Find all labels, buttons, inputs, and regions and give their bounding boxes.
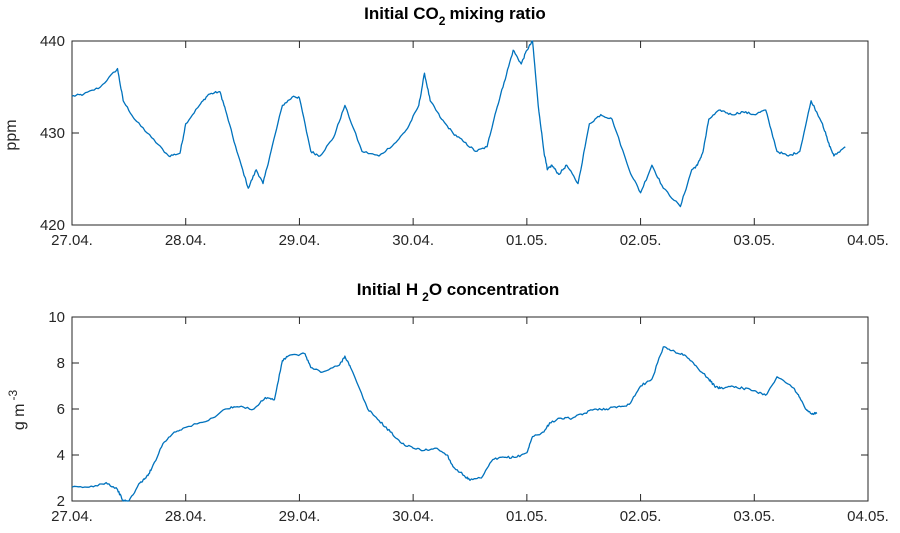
h2o-title-main: Initial H bbox=[357, 280, 418, 299]
h2o-x-tick-label: 28.04. bbox=[165, 508, 207, 525]
co2-x-tick-label: 04.05. bbox=[847, 232, 889, 249]
co2-y-tick-label: 420 bbox=[40, 217, 65, 234]
co2-title-main: Initial CO bbox=[364, 4, 439, 23]
co2-x-tick-label: 27.04. bbox=[51, 232, 93, 249]
co2-axes-box bbox=[71, 40, 869, 226]
h2o-panel-title: Initial H 2O concentration bbox=[357, 280, 559, 304]
co2-ylabel: ppm bbox=[3, 119, 20, 150]
co2-y-ticks: 420 430 440 bbox=[40, 33, 868, 234]
h2o-y-tick-label: 6 bbox=[57, 401, 65, 418]
h2o-x-ticks: 27.04. 28.04. 29.04. 30.04. 01.05. 02.05. 03.0… bbox=[51, 317, 889, 525]
h2o-x-tick-label: 30.04. bbox=[392, 508, 434, 525]
co2-series-line bbox=[71, 40, 846, 208]
co2-x-tick-label: 28.04. bbox=[165, 232, 207, 249]
co2-x-tick-label: 02.05. bbox=[620, 232, 662, 249]
h2o-x-tick-label: 29.04. bbox=[279, 508, 321, 525]
co2-panel: Initial CO2 mixing ratio ppm 27.04. 28.04.… bbox=[3, 4, 889, 249]
co2-panel-title: Initial CO2 mixing ratio bbox=[364, 4, 546, 28]
h2o-x-tick-label: 02.05. bbox=[620, 508, 662, 525]
h2o-x-tick-label: 01.05. bbox=[506, 508, 548, 525]
co2-x-tick-label: 29.04. bbox=[279, 232, 321, 249]
co2-x-tick-label: 30.04. bbox=[392, 232, 434, 249]
h2o-ylabel-exponent: -3 bbox=[6, 390, 20, 401]
h2o-ylabel-main: g m bbox=[11, 404, 28, 431]
h2o-y-tick-label: 8 bbox=[57, 355, 65, 372]
h2o-title-end: O concentration bbox=[429, 280, 559, 299]
h2o-series-line bbox=[71, 346, 818, 502]
h2o-title-subscript: 2 bbox=[422, 290, 429, 304]
h2o-axes-box bbox=[71, 316, 869, 502]
h2o-y-ticks: 2 4 6 8 10 bbox=[48, 309, 868, 510]
h2o-x-tick-label: 04.05. bbox=[847, 508, 889, 525]
h2o-panel: Initial H 2O concentration g m-3 27.04. 28… bbox=[6, 280, 889, 525]
co2-x-ticks: 27.04. 28.04. 29.04. 30.04. 01.05. 02.05. 03.0… bbox=[51, 41, 889, 249]
h2o-ylabel: g m -3 bbox=[6, 390, 28, 431]
co2-x-tick-label: 03.05. bbox=[733, 232, 775, 249]
co2-y-tick-label: 440 bbox=[40, 33, 65, 50]
h2o-y-tick-label: 4 bbox=[57, 447, 65, 464]
h2o-x-tick-label: 03.05. bbox=[733, 508, 775, 525]
h2o-y-tick-label: 2 bbox=[57, 493, 65, 510]
h2o-y-tick-label: 10 bbox=[48, 309, 65, 326]
co2-title-subscript: 2 bbox=[439, 14, 446, 28]
co2-title-end: mixing ratio bbox=[449, 4, 545, 23]
co2-x-tick-label: 01.05. bbox=[506, 232, 548, 249]
h2o-x-tick-label: 27.04. bbox=[51, 508, 93, 525]
co2-y-tick-label: 430 bbox=[40, 125, 65, 142]
